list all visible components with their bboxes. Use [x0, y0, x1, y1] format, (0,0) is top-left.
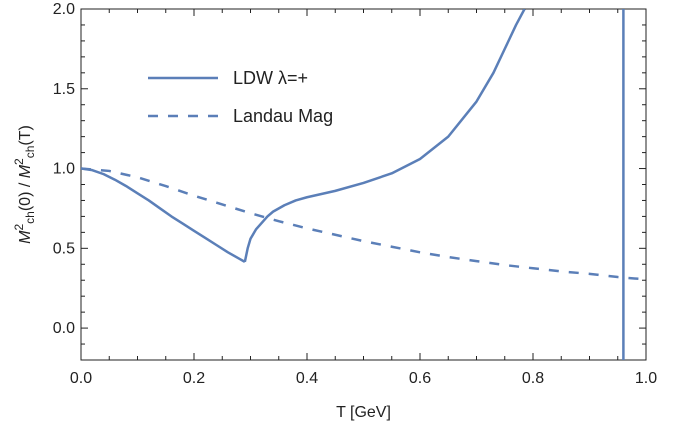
y-label-mid: (0) / [17, 178, 34, 211]
series-ldw [81, 9, 625, 360]
y-tick-label: 1.0 [53, 161, 75, 178]
y-tick-label: 1.5 [53, 81, 75, 98]
x-tick-label: 0.0 [70, 370, 92, 387]
x-axis-label: T [GeV] [336, 404, 391, 421]
y-axis-label: M2ch(0) / M2ch(T) [12, 125, 37, 244]
y-tick-label: 0.0 [53, 320, 75, 337]
x-tick-label: 0.2 [183, 370, 205, 387]
x-tick-label: 0.8 [522, 370, 544, 387]
y-label-end: (T) [17, 125, 34, 145]
legend: LDW λ=+ Landau Mag [148, 68, 333, 126]
series-landau-mag [81, 167, 646, 281]
series-line [81, 167, 246, 263]
y-tick-label: 0.5 [53, 240, 75, 257]
y-label-sub2: ch [23, 146, 37, 159]
y-label-m1: M [17, 230, 34, 244]
x-tick-label: 0.4 [296, 370, 318, 387]
legend-label: LDW λ=+ [233, 68, 308, 88]
x-tick-label: 1.0 [635, 370, 657, 387]
y-label-m2: M [17, 164, 34, 178]
series-line [243, 9, 526, 263]
series-line [81, 167, 646, 281]
y-label-sub1: ch [23, 211, 37, 224]
legend-label: Landau Mag [233, 106, 333, 126]
y-label-sup1: 2 [12, 224, 26, 231]
x-tick-label: 0.6 [409, 370, 431, 387]
y-tick-label: 2.0 [53, 1, 75, 18]
ticks-layer: 0.0 0.2 0.4 0.6 0.8 1.0 0.0 0.5 1.0 1.5 2.0 [53, 1, 657, 387]
series-layer [81, 9, 646, 360]
y-label-sup2: 2 [12, 158, 26, 165]
plot-frame [80, 8, 647, 361]
